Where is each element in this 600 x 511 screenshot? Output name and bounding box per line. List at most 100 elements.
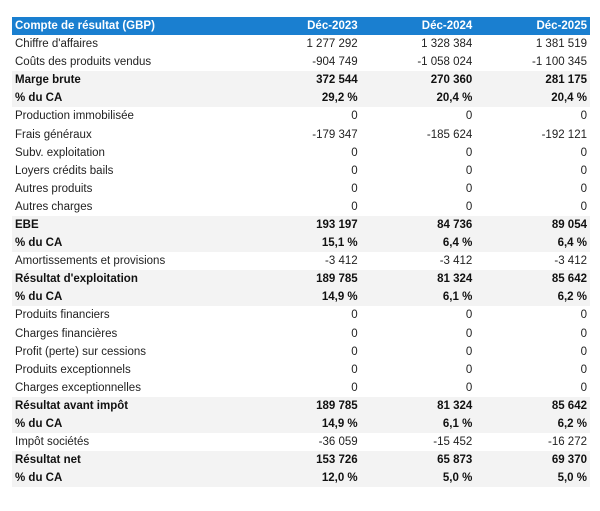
table-row: Chiffre d'affaires 1 277 292 1 328 384 1 38…: [12, 35, 590, 53]
table-row: % du CA 14,9 % 6,1 % 6,2 %: [12, 414, 590, 434]
row-value: 153 726: [246, 451, 361, 470]
row-value: 0: [465, 345, 473, 358]
table-row: Marge brute 372 544 270 360 281 175: [12, 71, 590, 90]
row-label: Production immobilisée: [15, 110, 134, 123]
row-label: Autres charges: [15, 200, 93, 213]
row-value: 85 642: [475, 396, 590, 415]
row-value: 14,9 %: [246, 288, 361, 307]
table-row: Produits exceptionnels 0 0 0: [12, 361, 590, 379]
row-label: Autres produits: [15, 182, 93, 195]
income-statement-table: Compte de résultat (GBP) Déc-2023 Déc-20…: [12, 17, 590, 488]
row-value: -3 412: [554, 255, 587, 268]
row-value: 20,4 %: [360, 89, 476, 108]
row-value: 0: [351, 327, 358, 340]
table-row: Résultat d'exploitation 189 785 81 324 85 6…: [12, 270, 590, 289]
row-label: Subv. exploitation: [15, 146, 105, 159]
row-value: 12,0 %: [246, 469, 361, 488]
table-row: EBE 193 197 84 736 89 054: [12, 215, 590, 235]
row-value: 0: [351, 309, 358, 322]
row-value: 29,2 %: [246, 89, 361, 108]
header-year: Déc-2025: [475, 17, 590, 35]
row-value: 0: [465, 164, 473, 177]
row-label: Impôt sociétés: [15, 436, 90, 449]
row-value: 372 544: [246, 71, 361, 90]
row-value: 1 328 384: [421, 38, 473, 51]
row-value: 81 324: [360, 396, 476, 415]
row-value: 0: [580, 309, 587, 322]
row-value: 6,4 %: [360, 234, 476, 253]
table-row: Autres produits 0 0 0: [12, 180, 590, 198]
row-value: 0: [351, 164, 358, 177]
row-value: 0: [465, 363, 473, 376]
row-label: % du CA: [12, 414, 247, 434]
table-row: Charges exceptionnelles 0 0 0: [12, 379, 590, 397]
row-label: Marge brute: [12, 71, 247, 90]
row-value: 0: [465, 182, 473, 195]
row-label: Chiffre d'affaires: [15, 38, 98, 51]
row-label: Résultat net: [12, 451, 247, 470]
header-year: Déc-2024: [360, 17, 476, 35]
row-value: 84 736: [360, 215, 476, 235]
row-value: 0: [580, 327, 587, 340]
row-value: 0: [351, 200, 358, 213]
row-value: 5,0 %: [475, 469, 590, 488]
table-row: % du CA 29,2 % 20,4 % 20,4 %: [12, 89, 590, 108]
row-value: -904 749: [312, 56, 358, 69]
row-label: Frais généraux: [15, 128, 92, 141]
table-row: Autres charges 0 0 0: [12, 198, 590, 216]
row-value: 0: [351, 146, 358, 159]
row-value: 0: [465, 381, 473, 394]
row-value: 0: [465, 327, 473, 340]
row-value: -3 412: [439, 255, 473, 268]
row-value: -16 272: [547, 436, 587, 449]
table-row: Résultat avant impôt 189 785 81 324 85 642: [12, 396, 590, 415]
row-value: 6,2 %: [475, 414, 590, 434]
table-row: % du CA 15,1 % 6,4 % 6,4 %: [12, 234, 590, 253]
row-value: -179 347: [312, 128, 358, 141]
header-label: Compte de résultat (GBP): [12, 17, 247, 35]
row-value: 0: [465, 110, 473, 123]
row-value: 0: [465, 200, 473, 213]
row-value: 6,1 %: [360, 414, 476, 434]
row-label: Amortissements et provisions: [15, 255, 166, 268]
row-value: 0: [580, 345, 587, 358]
table-row: Profit (perte) sur cessions 0 0 0: [12, 343, 590, 361]
row-value: -1 058 024: [417, 56, 473, 69]
row-value: 20,4 %: [475, 89, 590, 108]
row-value: 281 175: [475, 71, 590, 90]
row-value: 6,4 %: [475, 234, 590, 253]
row-value: 89 054: [475, 215, 590, 235]
row-value: 0: [351, 363, 358, 376]
row-value: -36 059: [318, 436, 358, 449]
table-row: Production immobilisée 0 0 0: [12, 107, 590, 125]
row-label: % du CA: [12, 288, 247, 307]
row-value: 0: [351, 182, 358, 195]
row-value: 0: [465, 309, 473, 322]
table-row: Subv. exploitation 0 0 0: [12, 144, 590, 162]
row-value: 270 360: [360, 71, 476, 90]
table-row: Loyers crédits bails 0 0 0: [12, 162, 590, 180]
row-value: -192 121: [541, 128, 587, 141]
row-label: Résultat d'exploitation: [12, 270, 247, 289]
table-row: Coûts des produits vendus -904 749 -1 058 …: [12, 53, 590, 71]
table-row: % du CA 12,0 % 5,0 % 5,0 %: [12, 469, 590, 488]
table-row: Résultat net 153 726 65 873 69 370: [12, 451, 590, 470]
row-label: Charges exceptionnelles: [15, 381, 141, 394]
row-label: Loyers crédits bails: [15, 164, 114, 177]
row-value: 1 277 292: [306, 38, 358, 51]
table-row: Charges financières 0 0 0: [12, 325, 590, 343]
table-row: Impôt sociétés -36 059 -15 452 -16 272: [12, 433, 590, 451]
row-value: 0: [580, 381, 587, 394]
table-row: Amortissements et provisions -3 412 -3 412…: [12, 252, 590, 270]
row-value: 0: [580, 110, 587, 123]
row-value: 0: [351, 381, 358, 394]
row-value: 189 785: [246, 396, 361, 415]
row-value: 81 324: [360, 270, 476, 289]
row-value: 0: [351, 110, 358, 123]
row-value: 65 873: [360, 451, 476, 470]
row-value: 15,1 %: [246, 234, 361, 253]
row-value: 193 197: [246, 215, 361, 235]
row-value: 0: [465, 146, 473, 159]
table-row: Produits financiers 0 0 0: [12, 306, 590, 324]
table-row: Frais généraux -179 347 -185 624 -192 121: [12, 125, 590, 143]
